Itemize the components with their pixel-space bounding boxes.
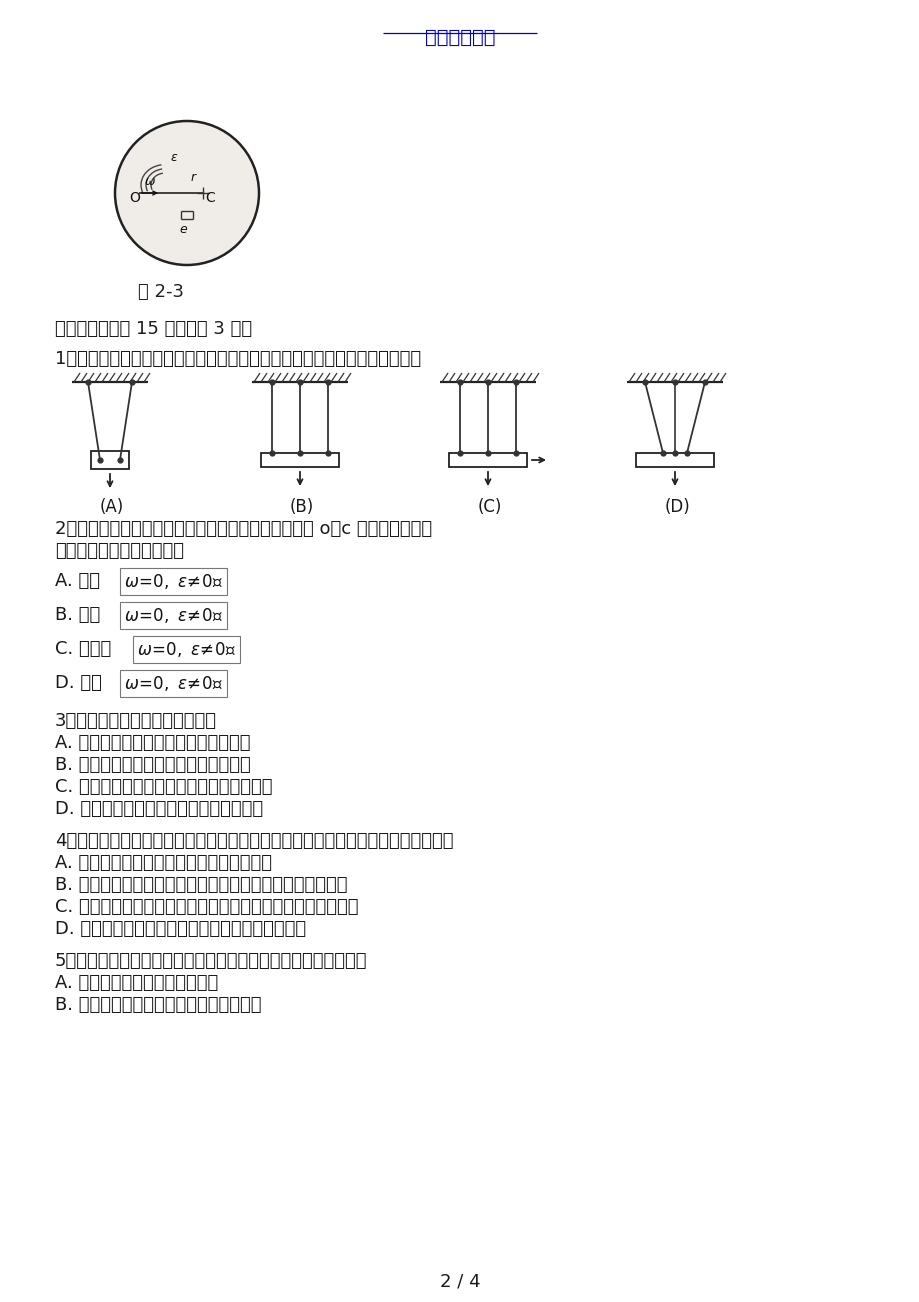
Text: 3、质点系动量守恒的条件是（）: 3、质点系动量守恒的条件是（） — [55, 712, 217, 730]
Text: $\omega\!=\!0,\ \varepsilon\!\neq\!0$。: $\omega\!=\!0,\ \varepsilon\!\neq\!0$。 — [124, 674, 222, 693]
Text: 它作瞬时平移，则此时（）: 它作瞬时平移，则此时（） — [55, 542, 184, 560]
Text: r: r — [191, 171, 196, 184]
Text: e: e — [179, 223, 187, 236]
Text: $\omega\!=\!0,\ \varepsilon\!\neq\!0$；: $\omega\!=\!0,\ \varepsilon\!\neq\!0$； — [137, 641, 235, 659]
Text: 2、平面运动刚体在某瞬时的角速度、角加速度分别用 o、c 表示，若该瞬时: 2、平面运动刚体在某瞬时的角速度、角加速度分别用 o、c 表示，若该瞬时 — [55, 519, 432, 538]
Text: C. 作用于质点系的约束反力主矢恒等于零；: C. 作用于质点系的约束反力主矢恒等于零； — [55, 779, 272, 796]
Text: 5、当物体可看成一质点时，以下说法中，哪一个是正确的？（）: 5、当物体可看成一质点时，以下说法中，哪一个是正确的？（） — [55, 952, 367, 970]
Bar — [635, 453, 713, 467]
Text: 4、一个力沿两个互相垂直的轴线的分力与该力在该两轴上的投影之间的关系是（）: 4、一个力沿两个互相垂直的轴线的分力与该力在该两轴上的投影之间的关系是（） — [55, 832, 453, 850]
Text: 图 2-3: 图 2-3 — [138, 283, 184, 301]
Text: A. 作用于质点系的内力主矢恒等于零；: A. 作用于质点系的内力主矢恒等于零； — [55, 734, 250, 753]
Bar — [91, 450, 129, 469]
Text: D. 两个分力的大小分别等于其在相应轴上的投影。: D. 两个分力的大小分别等于其在相应轴上的投影。 — [55, 921, 306, 937]
Text: 1、下图所示的四种结构中，各杆重忽略不计，其中哪一种结构是静定的（）: 1、下图所示的四种结构中，各杆重忽略不计，其中哪一种结构是静定的（） — [55, 350, 421, 368]
Bar — [448, 453, 527, 467]
Text: A. 必有: A. 必有 — [55, 572, 100, 590]
Text: C. 两个分力的大小不可能等于其在相应轴上的投影的绝对值；: C. 两个分力的大小不可能等于其在相应轴上的投影的绝对值； — [55, 898, 358, 917]
Text: A. 两个分力分别等于其在相应轴上的投影；: A. 两个分力分别等于其在相应轴上的投影； — [55, 854, 272, 872]
Text: ω: ω — [145, 174, 155, 187]
Bar — [261, 453, 338, 467]
Text: C. 可能有: C. 可能有 — [55, 641, 111, 658]
Text: (C): (C) — [478, 497, 502, 516]
Text: 三、选择题（共 15 分，每题 3 分）: 三、选择题（共 15 分，每题 3 分） — [55, 320, 252, 339]
Text: B. 作用于质点系的外力主矢恒等于零；: B. 作用于质点系的外力主矢恒等于零； — [55, 756, 251, 773]
Text: ε: ε — [171, 151, 177, 164]
Text: 历年考试真题: 历年考试真题 — [425, 29, 494, 47]
Text: B. 必有: B. 必有 — [55, 605, 100, 624]
Text: $\omega\!=\!0,\ \varepsilon\!\neq\!0$；: $\omega\!=\!0,\ \varepsilon\!\neq\!0$； — [124, 572, 222, 591]
Text: (B): (B) — [289, 497, 314, 516]
Text: B. 两个分力的大小分别等于其在相应轴上的投影的绝对值；: B. 两个分力的大小分别等于其在相应轴上的投影的绝对值； — [55, 876, 347, 894]
Text: B. 凡是作匀速运动的物体都没有惯性力；: B. 凡是作匀速运动的物体都没有惯性力； — [55, 996, 261, 1014]
Text: C: C — [205, 191, 214, 204]
Text: $\omega\!=\!0,\ \varepsilon\!\neq\!0$；: $\omega\!=\!0,\ \varepsilon\!\neq\!0$； — [124, 605, 222, 625]
Text: D. 必有: D. 必有 — [55, 674, 102, 691]
Circle shape — [115, 121, 259, 266]
Text: (A): (A) — [100, 497, 124, 516]
Text: O: O — [129, 191, 140, 204]
Text: (D): (D) — [664, 497, 690, 516]
Text: D. 作用于质点系的主动力主矢恒等于零；: D. 作用于质点系的主动力主矢恒等于零； — [55, 799, 263, 818]
Text: 2 / 4: 2 / 4 — [439, 1272, 480, 1290]
Text: A. 凡是运动的物体都有惯性力；: A. 凡是运动的物体都有惯性力； — [55, 974, 218, 992]
